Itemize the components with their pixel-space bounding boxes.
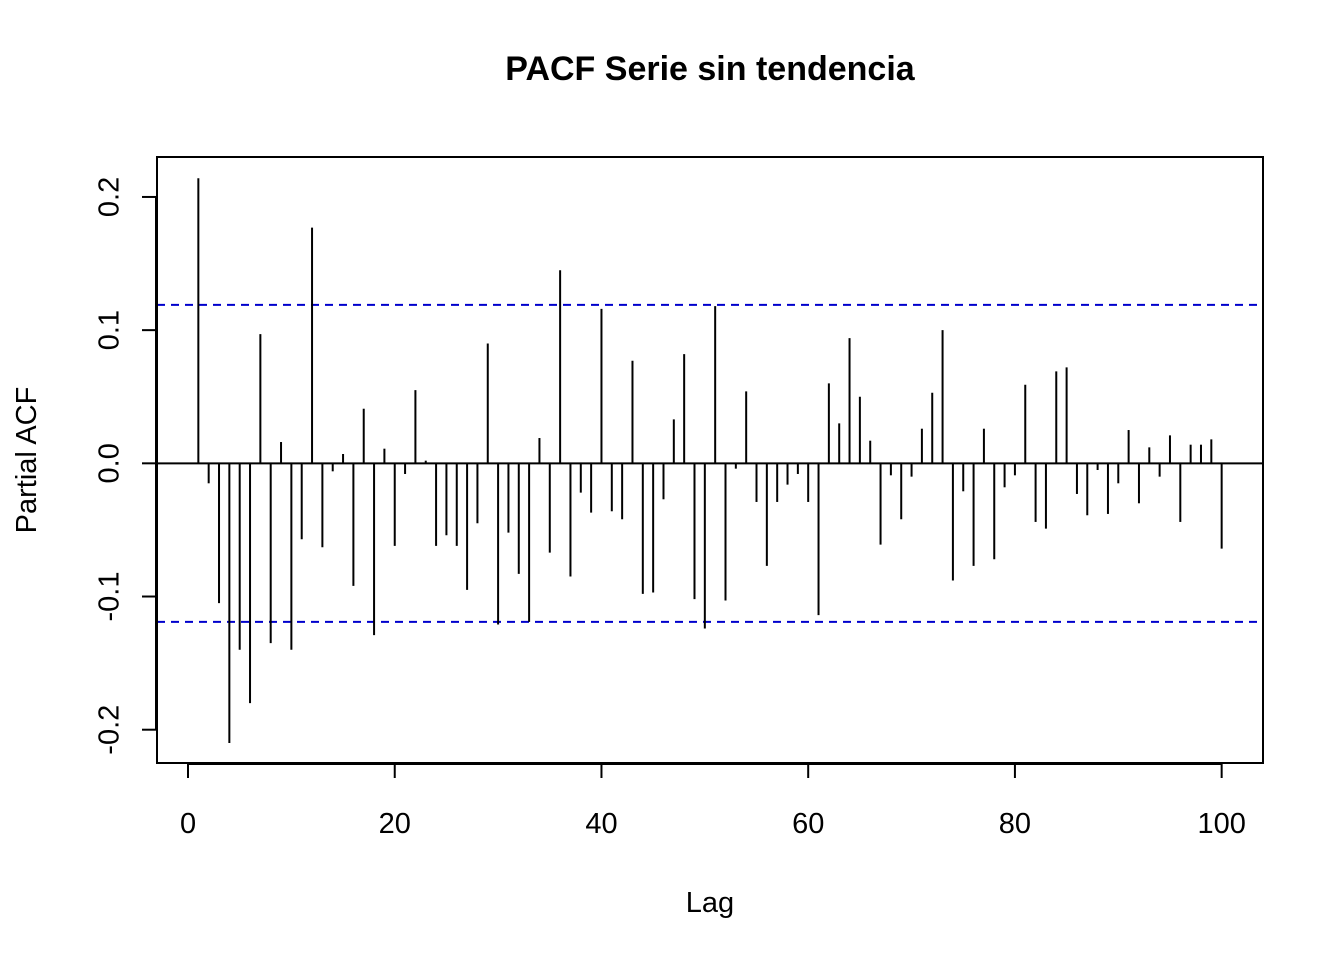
x-axis: 0 20 40 60 80 100 <box>180 763 1246 840</box>
y-tick-label: 0.2 <box>94 177 126 217</box>
x-tick-label: 80 <box>999 808 1031 840</box>
confidence-bands <box>157 303 1263 623</box>
y-tick-label: 0.0 <box>94 443 126 483</box>
x-tick-label: 20 <box>379 808 411 840</box>
chart-title: PACF Serie sin tendencia <box>505 50 915 88</box>
y-axis: -0.2 -0.1 0.0 0.1 0.2 <box>94 177 157 755</box>
x-axis-label: Lag <box>686 887 734 919</box>
y-tick-label: 0.1 <box>94 310 126 350</box>
plot-frame <box>156 156 1264 764</box>
y-axis-label: Partial ACF <box>11 387 43 534</box>
x-tick-label: 100 <box>1197 808 1245 840</box>
x-tick-label: 40 <box>585 808 617 840</box>
x-tick-label: 60 <box>792 808 824 840</box>
y-tick-label: -0.2 <box>94 705 126 755</box>
x-tick-label: 0 <box>180 808 196 840</box>
y-tick-label: -0.1 <box>94 572 126 622</box>
pacf-bars <box>197 178 1223 744</box>
